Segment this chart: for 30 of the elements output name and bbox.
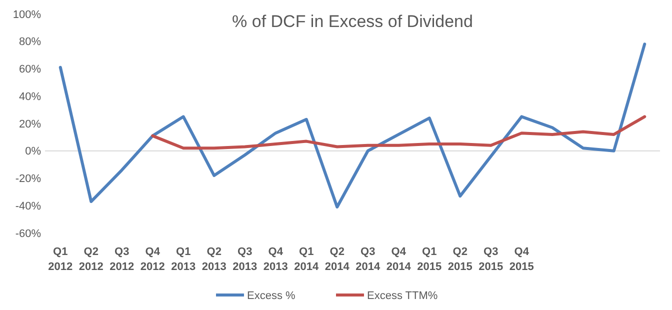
y-tick-label: -20%	[15, 173, 42, 186]
x-tick-label: Q4 2015	[509, 246, 534, 273]
x-tick-label: Q2 2012	[78, 246, 104, 273]
x-tick-label: Q3 2013	[232, 246, 258, 273]
x-tick-label: Q2 2014	[324, 246, 350, 273]
legend-label: Excess TTM%	[367, 290, 438, 302]
y-tick-label: 40%	[18, 90, 42, 103]
x-tick-label: Q3 2012	[110, 246, 134, 273]
x-tick-label: Q3 2015	[478, 246, 504, 273]
x-tick-label: Q3 2014	[356, 246, 381, 273]
x-tick-label: Q1 2014	[294, 246, 320, 273]
x-tick-label: Q2 2015	[448, 246, 472, 273]
x-tick-label: Q4 2012	[140, 246, 165, 273]
y-tick-label: 100%	[12, 8, 42, 21]
x-tick-label: Q1 2015	[417, 246, 442, 273]
y-tick-label: 20%	[18, 118, 42, 130]
chart-title: % of DCF in Excess of Dividend	[232, 12, 473, 31]
y-tick-label: -60%	[15, 228, 42, 240]
y-tick-label: 0%	[25, 146, 42, 158]
x-tick-label: Q1 2013	[171, 246, 196, 273]
legend-label: Excess %	[247, 290, 296, 302]
line-series	[58, 42, 646, 208]
x-tick-label: Q4 2014	[386, 246, 412, 273]
y-tick-label: 80%	[18, 36, 42, 48]
y-tick-label: 60%	[18, 64, 42, 76]
line-series	[151, 115, 646, 150]
x-tick-label: Q1 2012	[48, 246, 73, 273]
x-tick-label: Q4 2013	[263, 246, 288, 273]
x-tick-label: Q2 2013	[202, 246, 226, 273]
y-tick-label: -40%	[15, 200, 42, 212]
